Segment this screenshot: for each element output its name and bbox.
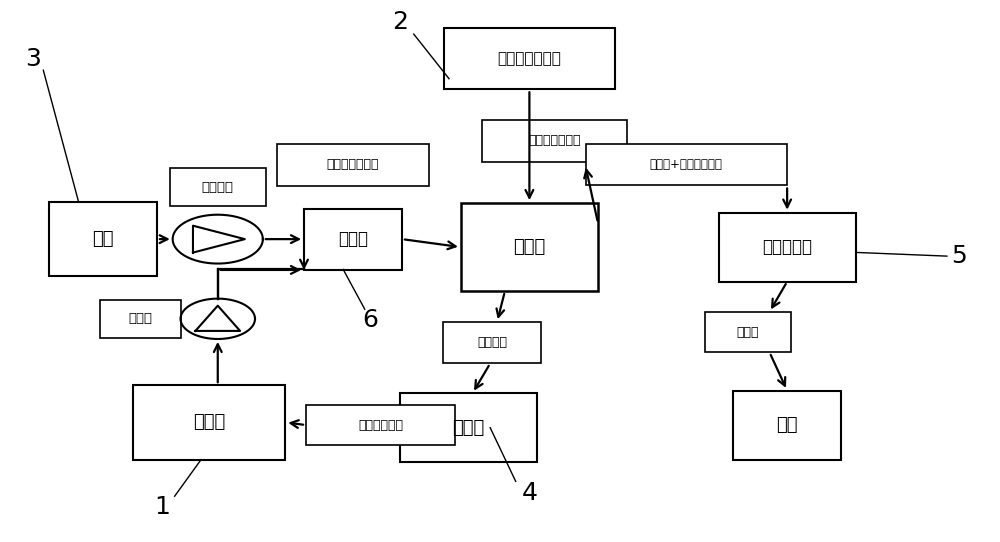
FancyBboxPatch shape [461, 203, 598, 291]
Text: 1: 1 [154, 495, 170, 519]
FancyBboxPatch shape [100, 300, 181, 338]
Text: 发电机冷却氢气: 发电机冷却氢气 [497, 51, 561, 66]
FancyBboxPatch shape [586, 144, 787, 185]
FancyBboxPatch shape [444, 28, 615, 89]
Text: 发电机: 发电机 [453, 418, 485, 437]
Text: 2: 2 [392, 10, 408, 35]
Text: 进入冷却器管程: 进入冷却器管程 [327, 158, 379, 171]
Text: 4: 4 [521, 481, 537, 505]
FancyBboxPatch shape [719, 212, 856, 282]
FancyBboxPatch shape [443, 322, 541, 364]
FancyBboxPatch shape [705, 312, 791, 352]
FancyBboxPatch shape [49, 202, 157, 276]
Text: 惰性固体颗粒: 惰性固体颗粒 [358, 418, 403, 431]
FancyBboxPatch shape [277, 144, 429, 186]
Text: 冷却氢气: 冷却氢气 [477, 336, 507, 349]
Text: 水源: 水源 [92, 230, 114, 248]
Text: 循环水+惰性固体颗粒: 循环水+惰性固体颗粒 [650, 158, 723, 171]
FancyBboxPatch shape [306, 405, 455, 445]
Text: 水源: 水源 [776, 416, 798, 434]
Text: 循环水: 循环水 [737, 326, 759, 339]
Text: 5: 5 [951, 244, 967, 268]
FancyBboxPatch shape [733, 390, 841, 460]
Text: 进入冷却器壳程: 进入冷却器壳程 [529, 134, 581, 147]
FancyBboxPatch shape [482, 120, 627, 162]
Text: 固液分离器: 固液分离器 [762, 238, 812, 256]
Text: 循环水泵: 循环水泵 [202, 180, 234, 193]
FancyBboxPatch shape [170, 168, 266, 206]
Text: 冷却器: 冷却器 [513, 238, 546, 256]
Text: 分布器: 分布器 [338, 230, 368, 248]
FancyBboxPatch shape [304, 209, 402, 270]
FancyBboxPatch shape [400, 393, 537, 462]
FancyBboxPatch shape [133, 385, 285, 460]
Text: 6: 6 [363, 308, 379, 332]
Text: 低压泵: 低压泵 [128, 312, 152, 325]
Text: 加料室: 加料室 [193, 414, 225, 431]
Text: 3: 3 [26, 47, 41, 70]
